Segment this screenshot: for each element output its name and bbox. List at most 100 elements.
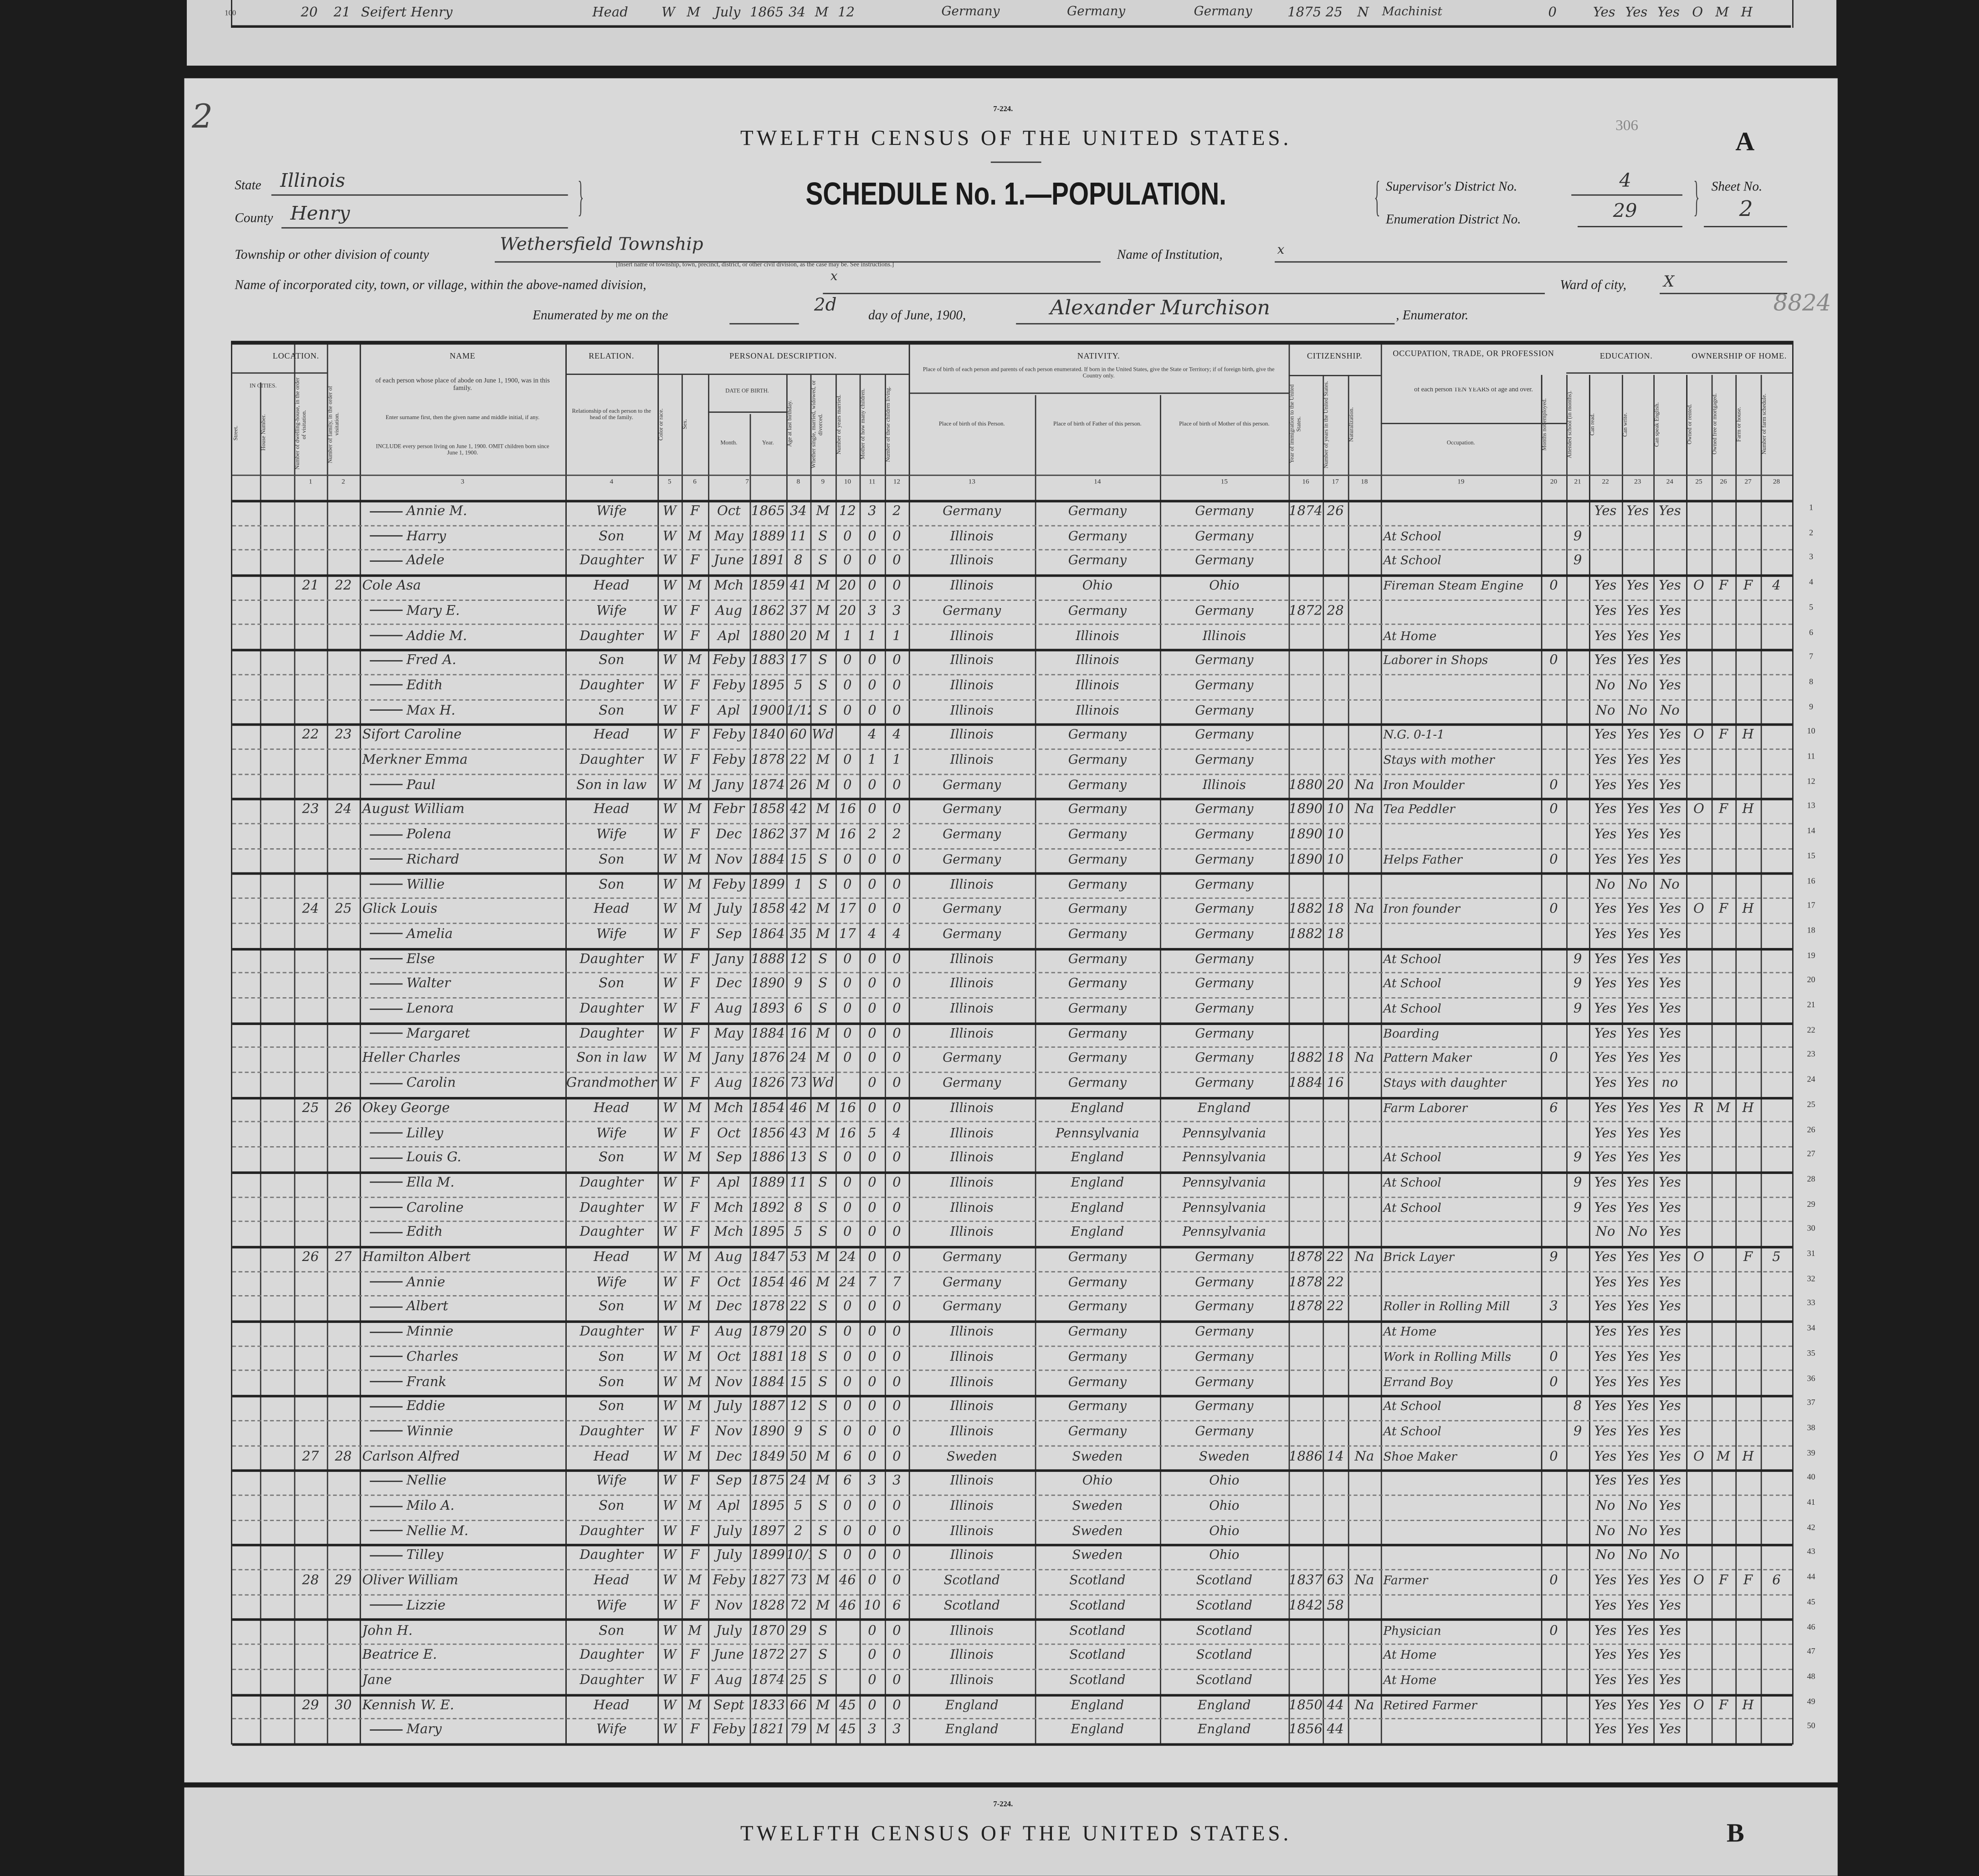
age-value: 6 — [794, 1001, 803, 1016]
table-row: 27 28 Carlson Alfred Head W M Dec 1849 50 M 6 0 0 Swe… — [232, 1445, 1792, 1472]
age-value: 20 — [790, 628, 807, 643]
can-read: Yes — [1589, 574, 1622, 600]
marital-status-value: M — [816, 628, 830, 643]
months-unemployed — [1541, 1495, 1566, 1520]
marital-status-value: S — [818, 702, 828, 718]
relation-value: Head — [593, 1448, 630, 1464]
mother-birthplace-value: Pennsylvania — [1182, 1201, 1266, 1215]
can-read — [1589, 549, 1622, 574]
owned-or-rented — [1686, 873, 1711, 898]
years-in-us-value: 22 — [1327, 1274, 1344, 1290]
children-born: 4 — [860, 923, 885, 948]
color: W — [657, 1420, 682, 1445]
birth-month-value: July — [716, 1523, 742, 1538]
color: W — [657, 1022, 682, 1047]
free-or-mortgaged — [1712, 1644, 1736, 1669]
dwelling-number — [294, 1644, 327, 1669]
sex-value: F — [690, 1523, 700, 1538]
name-value: Max H. — [406, 702, 456, 718]
birth-year: 1895 — [750, 1495, 786, 1520]
marital-status-value: M — [816, 1722, 830, 1738]
can-read: Yes — [1589, 798, 1622, 823]
brace-left: } — [578, 174, 584, 221]
free-or-mortgaged — [1712, 500, 1736, 525]
mother-birthplace: Germany — [1160, 898, 1289, 923]
relation: Son — [565, 1370, 657, 1395]
father-birthplace: Germany — [1034, 0, 1159, 25]
age-value: 15 — [790, 1374, 807, 1389]
occupation — [1381, 674, 1541, 699]
dwelling-number: 22 — [294, 724, 327, 749]
birth-year-value: 1862 — [751, 827, 785, 842]
school-months — [1566, 823, 1589, 848]
age: 20 — [786, 1321, 810, 1346]
birthplace-value: Illinois — [950, 1649, 994, 1663]
father-birthplace-value: Germany — [1068, 952, 1127, 967]
marital-status: S — [810, 873, 836, 898]
age-value: 26 — [790, 777, 807, 793]
color-value: W — [662, 1076, 677, 1091]
can-read-value: Yes — [1594, 1697, 1617, 1712]
occupation: N.G. 0-1-1 — [1381, 724, 1541, 749]
dwelling-number — [294, 948, 327, 973]
dwelling-number: 27 — [294, 1445, 327, 1470]
farm-schedule-number-value: 6 — [1772, 1573, 1781, 1589]
years-in-us — [1323, 1221, 1348, 1246]
family-number — [327, 972, 360, 997]
relation: Daughter — [565, 1420, 657, 1445]
occupation — [1381, 1544, 1541, 1569]
column-label-children-born: Mother of how many children. — [859, 389, 866, 460]
years-in-us-value: 22 — [1327, 1299, 1344, 1315]
age-value: 5 — [794, 1225, 803, 1240]
column-divider — [885, 374, 886, 1743]
children-living-value: 0 — [892, 702, 901, 718]
immigration-year-value: 1856 — [1288, 1722, 1323, 1738]
years-in-us-value: 44 — [1327, 1722, 1344, 1738]
naturalization — [1348, 923, 1381, 948]
family-number — [327, 1370, 360, 1395]
children-living-value: 3 — [892, 1473, 901, 1489]
can-read: Yes — [1589, 1321, 1622, 1346]
birthplace-value: Germany — [943, 902, 1001, 917]
can-speak-english-value: Yes — [1658, 1175, 1681, 1190]
father-birthplace-value: Germany — [1068, 977, 1127, 991]
mother-birthplace: Germany — [1160, 600, 1289, 625]
line-number: 1 — [1809, 503, 1814, 513]
birthplace: Scotland — [909, 1594, 1035, 1619]
occupation-value: At School — [1383, 1002, 1441, 1016]
column-number: 26 — [1720, 478, 1727, 486]
free-or-mortgaged-value: F — [1718, 901, 1728, 917]
naturalization — [1348, 649, 1381, 674]
months-unemployed — [1541, 1072, 1566, 1097]
can-write-value: No — [1628, 876, 1648, 892]
birthplace: Illinois — [909, 1122, 1035, 1147]
table-row: Else Daughter W F Jany 1888 12 S 0 0 0 Illinois Germ… — [232, 948, 1792, 974]
sex-value: M — [688, 653, 702, 668]
farm-or-house — [1735, 674, 1760, 699]
naturalization — [1348, 948, 1381, 973]
township-value: Wethersfield Township — [500, 235, 703, 255]
father-birthplace: England — [1035, 1097, 1160, 1122]
birth-month: Apl — [708, 1495, 749, 1520]
color: W — [657, 1544, 682, 1569]
name-value: Cole Asa — [362, 578, 421, 594]
children-living: 0 — [885, 1047, 909, 1072]
mother-birthplace-value: Germany — [1195, 853, 1254, 867]
sex: M — [682, 798, 708, 823]
occupation: At Home — [1381, 1321, 1541, 1346]
free-or-mortgaged — [1712, 624, 1736, 649]
occupation: At School — [1381, 1196, 1541, 1221]
years-in-us-value: 25 — [1325, 5, 1343, 21]
header-rule — [1380, 423, 1567, 425]
years-in-us — [1323, 1196, 1348, 1221]
marital-status-value: S — [818, 1672, 828, 1688]
name: Merkner Emma — [360, 748, 566, 774]
can-write-value: Yes — [1626, 951, 1649, 967]
table-row: 26 27 Hamilton Albert Head W M Aug 1847 53 M 24 0 0 G… — [232, 1246, 1792, 1272]
occupation: Pattern Maker — [1381, 1047, 1541, 1072]
free-or-mortgaged — [1712, 649, 1736, 674]
birth-year-value: 1821 — [751, 1722, 785, 1738]
father-birthplace: Germany — [1035, 823, 1160, 848]
months-unemployed — [1541, 1544, 1566, 1569]
street — [232, 1470, 260, 1495]
